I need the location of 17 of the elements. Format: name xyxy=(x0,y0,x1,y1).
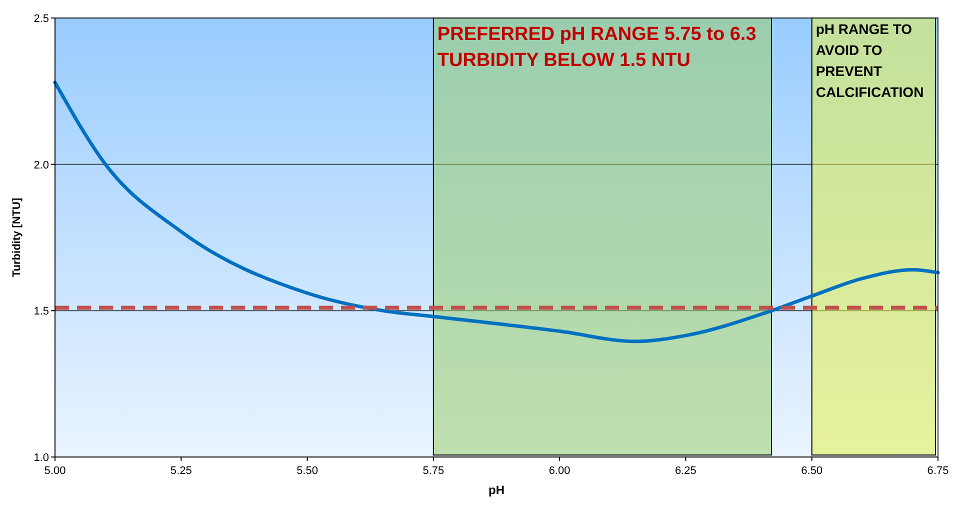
x-tick-label: 5.75 xyxy=(422,465,444,477)
x-tick-label: 5.50 xyxy=(296,465,318,477)
x-tick-label: 6.50 xyxy=(801,465,823,477)
y-tick-label: 2.0 xyxy=(34,159,49,172)
x-axis-title: pH xyxy=(488,483,504,497)
x-tick-label: 5.00 xyxy=(44,465,66,477)
y-tick-label: 1.0 xyxy=(34,452,49,464)
y-axis-title: Turbidity [NTU] xyxy=(11,198,23,278)
x-tick-label: 6.25 xyxy=(675,465,696,477)
band-label: PREFERRED pH RANGE 5.75 to 6.3 TURBIDITY BELOW 1.5 NTU xyxy=(437,24,756,71)
line-series xyxy=(53,80,940,344)
y-tick-label: 2.5 xyxy=(34,13,49,25)
x-tick-label: 6.75 xyxy=(927,465,949,477)
band-label: pH RANGE TO AVOID TO PREVENT CALCIFICATION xyxy=(816,21,924,100)
x-tick-label: 5.25 xyxy=(170,465,192,477)
x-tick-label: 6.00 xyxy=(548,465,570,477)
y-tick-label: 1.5 xyxy=(34,306,49,318)
